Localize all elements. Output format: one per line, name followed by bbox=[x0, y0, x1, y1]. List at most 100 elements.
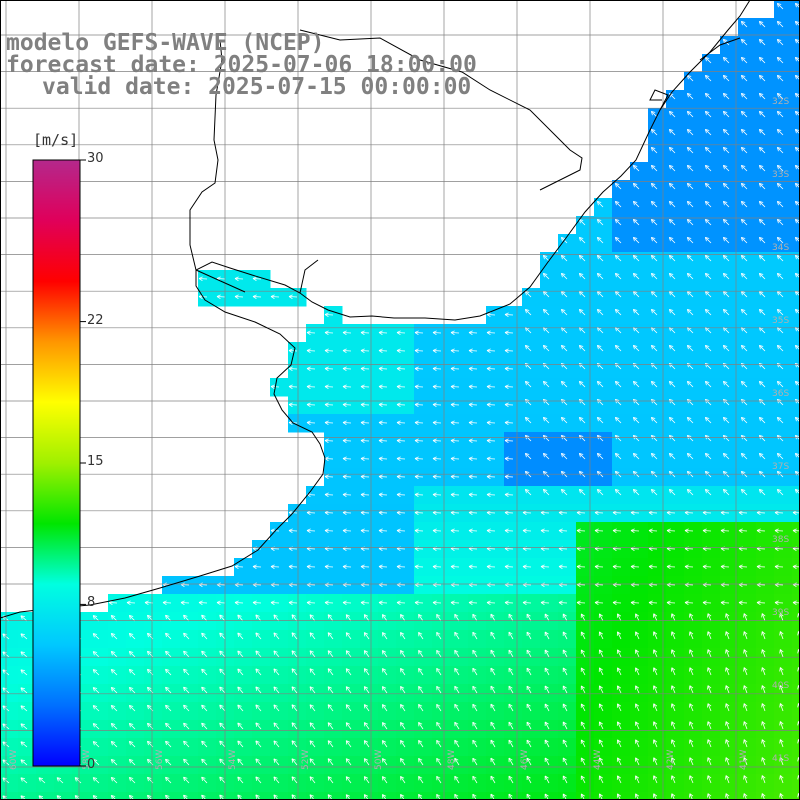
wind-cell bbox=[198, 720, 217, 739]
wind-cell bbox=[666, 126, 685, 145]
wind-cell bbox=[126, 594, 145, 613]
wind-cell bbox=[468, 450, 487, 469]
wind-cell bbox=[504, 558, 523, 577]
wind-arrow bbox=[666, 528, 676, 533]
wind-arrow bbox=[400, 722, 406, 730]
wind-cell bbox=[756, 72, 775, 91]
wind-arrow bbox=[38, 795, 45, 800]
wind-arrow bbox=[92, 705, 100, 712]
wind-cell bbox=[108, 666, 127, 685]
wind-arrow bbox=[360, 402, 370, 407]
wind-arrow bbox=[468, 330, 478, 335]
wind-cell bbox=[396, 378, 415, 397]
wind-arrow bbox=[542, 308, 550, 316]
wind-arrow bbox=[707, 631, 712, 640]
latitude-label: 37S bbox=[772, 462, 789, 472]
wind-arrow bbox=[576, 564, 586, 569]
wind-arrow bbox=[324, 492, 334, 497]
wind-arrow bbox=[704, 380, 712, 388]
wind-arrow bbox=[201, 650, 208, 658]
wind-cell bbox=[468, 558, 487, 577]
wind-arrow bbox=[396, 402, 406, 407]
wind-cell bbox=[90, 666, 109, 685]
wind-arrow bbox=[794, 38, 800, 45]
wind-cell bbox=[504, 450, 523, 469]
wind-arrow bbox=[436, 775, 442, 784]
wind-arrow bbox=[596, 452, 604, 460]
wind-cell bbox=[486, 342, 505, 361]
wind-arrow bbox=[776, 344, 784, 352]
wind-cell bbox=[576, 324, 595, 343]
wind-arrow bbox=[630, 564, 640, 569]
wind-arrow bbox=[652, 685, 658, 694]
wind-arrow bbox=[378, 348, 388, 353]
wind-cell bbox=[270, 756, 289, 775]
wind-arrow bbox=[414, 600, 424, 605]
wind-arrow bbox=[432, 438, 442, 443]
wind-cell bbox=[522, 324, 541, 343]
wind-cell bbox=[576, 792, 595, 800]
wind-cell bbox=[540, 396, 559, 415]
wind-cell bbox=[198, 288, 217, 307]
wind-arrow bbox=[580, 703, 586, 712]
wind-cell bbox=[450, 396, 469, 415]
wind-arrow bbox=[598, 613, 604, 622]
wind-arrow bbox=[472, 775, 478, 784]
wind-arrow bbox=[360, 366, 370, 371]
wind-arrow bbox=[490, 739, 496, 748]
wind-cell bbox=[468, 666, 487, 685]
wind-cell bbox=[540, 720, 559, 739]
wind-cell bbox=[234, 594, 253, 613]
wind-arrow bbox=[414, 474, 424, 479]
wind-arrow bbox=[740, 344, 748, 352]
wind-cell bbox=[360, 414, 379, 433]
wind-arrow bbox=[165, 704, 172, 712]
wind-cell bbox=[540, 738, 559, 757]
wind-arrow bbox=[436, 685, 442, 694]
wind-cell bbox=[468, 540, 487, 559]
wind-arrow bbox=[740, 128, 748, 136]
wind-cell bbox=[432, 720, 451, 739]
wind-arrow bbox=[776, 200, 784, 208]
wind-cell bbox=[594, 342, 613, 361]
wind-arrow bbox=[578, 308, 586, 316]
wind-cell bbox=[450, 540, 469, 559]
wind-arrow bbox=[560, 416, 568, 424]
wind-cell bbox=[378, 576, 397, 595]
colorbar bbox=[32, 159, 81, 767]
wind-cell bbox=[774, 666, 793, 685]
wind-arrow bbox=[544, 757, 550, 766]
wind-arrow bbox=[468, 474, 478, 479]
wind-arrow bbox=[632, 164, 640, 172]
wind-arrow bbox=[684, 600, 694, 605]
wind-cell bbox=[576, 216, 595, 235]
wind-arrow bbox=[779, 631, 784, 640]
wind-arrow bbox=[632, 380, 640, 388]
wind-arrow bbox=[686, 74, 694, 82]
wind-cell bbox=[756, 666, 775, 685]
wind-arrow bbox=[542, 380, 550, 388]
wind-arrow bbox=[562, 685, 568, 694]
wind-arrow bbox=[504, 600, 514, 605]
wind-arrow bbox=[562, 703, 568, 712]
wind-arrow bbox=[345, 740, 352, 748]
wind-arrow bbox=[562, 631, 568, 640]
wind-cell bbox=[792, 216, 800, 235]
wind-cell bbox=[684, 234, 703, 253]
wind-cell bbox=[324, 558, 343, 577]
wind-arrow bbox=[632, 254, 640, 262]
wind-cell bbox=[576, 720, 595, 739]
wind-cell bbox=[792, 36, 800, 55]
wind-cell bbox=[792, 234, 800, 253]
wind-arrow bbox=[596, 344, 604, 352]
wind-cell bbox=[558, 504, 577, 523]
wind-cell bbox=[756, 432, 775, 451]
wind-arrow bbox=[110, 651, 118, 658]
wind-arrow bbox=[324, 456, 334, 461]
wind-arrow bbox=[306, 330, 316, 335]
wind-cell bbox=[630, 216, 649, 235]
wind-arrow bbox=[418, 757, 424, 766]
wind-arrow bbox=[237, 632, 244, 640]
wind-arrow bbox=[490, 775, 496, 784]
wind-arrow bbox=[342, 330, 352, 335]
